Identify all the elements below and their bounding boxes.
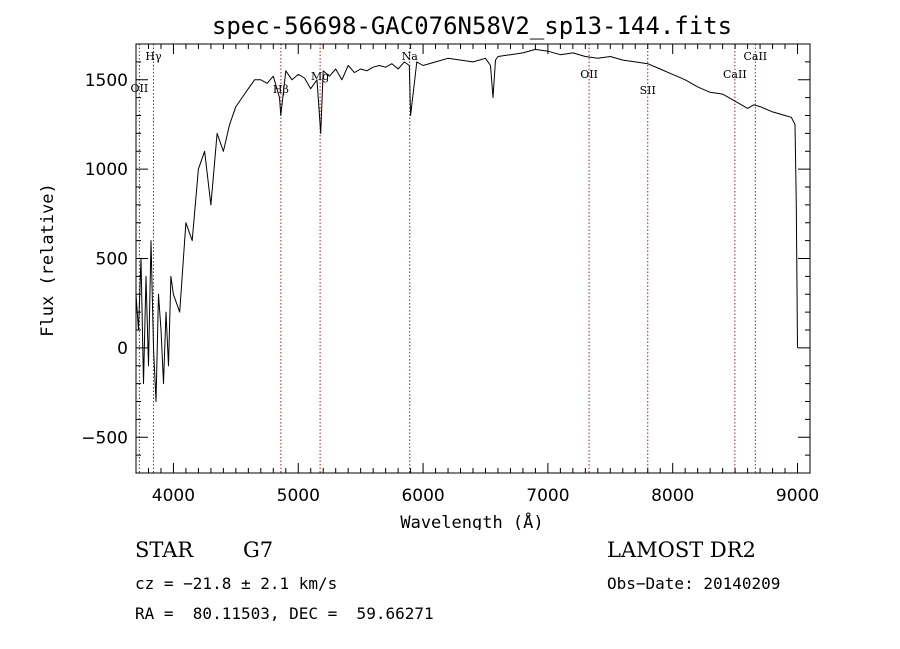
x-tick-label: 5000 [277,486,320,506]
x-tick-label: 6000 [401,486,444,506]
y-axis-label: Flux (relative) [38,183,58,337]
coordinates: RA = 80.11503, DEC = 59.66271 [135,604,434,623]
spectral-line-label: OII [131,82,149,95]
object-type: STAR [135,538,194,562]
survey-name: LAMOST DR2 [607,538,756,562]
spectral-lines-layer: Hγ OII Hβ Mg Na OII SII CaII CaII [131,44,767,473]
spectral-line-label: OII [580,68,598,81]
spectrum-chart: spec-56698-GAC076N58V2_sp13-144.fits Hγ O… [38,12,819,530]
spectral-line-label: Hγ [145,50,162,63]
spectral-line-label: Na [402,50,419,63]
chart-title: spec-56698-GAC076N58V2_sp13-144.fits [212,12,732,40]
spectral-line-label: SII [640,84,656,97]
y-tick-label: 0 [117,339,128,359]
y-tick-label: −500 [81,428,128,448]
x-tick-label: 4000 [152,486,195,506]
observation-date: Obs−Date: 20140209 [607,574,781,593]
plot-frame [135,43,811,474]
x-tick-label: 9000 [776,486,819,506]
object-subclass: G7 [243,538,274,562]
series-line-0 [135,48,798,402]
x-axis-label: Wavelength (Å) [400,511,543,530]
axes-layer: 4000 5000 6000 7000 8000 9000 −500 0 500 1000 1500 [81,43,819,506]
y-tick-label: 500 [96,250,128,270]
spectral-line-label: Mg [311,70,329,83]
y-tick-label: 1500 [85,71,128,91]
spectral-line-label: CaII [723,68,747,81]
x-tick-label: 8000 [651,486,694,506]
spectral-line-label: Hβ [273,83,289,96]
series-layer [135,48,798,402]
x-tick-label: 7000 [526,486,569,506]
spectral-line-label: CaII [743,50,767,63]
y-tick-label: 1000 [85,160,128,180]
redshift-cz: cz = −21.8 ± 2.1 km/s [135,574,338,593]
